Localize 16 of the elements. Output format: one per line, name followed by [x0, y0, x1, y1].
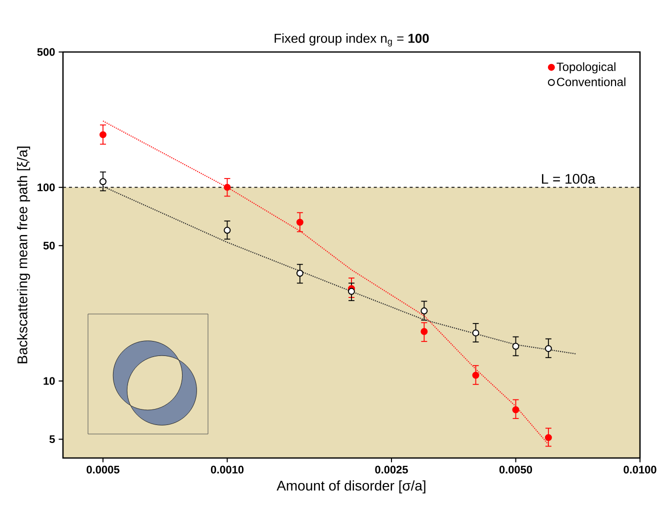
- x-tick-label: 0.0005: [86, 466, 120, 474]
- legend-label: Topological: [556, 62, 616, 74]
- ref-line-label: L = 100a: [542, 174, 596, 184]
- x-tick-label: 0.0050: [499, 466, 532, 474]
- y-tick-label: 500: [37, 48, 55, 56]
- x-tick-label: 0.0025: [375, 466, 408, 474]
- x-axis-title: Amount of disorder [σ/a]: [276, 480, 426, 494]
- y-tick-label: 100: [38, 183, 55, 192]
- chart-title: Fixed group index n$_{g}$ = 100: [274, 33, 429, 46]
- x-tick-label: 0.0010: [210, 466, 244, 474]
- y-tick-label: 5: [49, 435, 55, 444]
- y-tick-label: 10: [44, 377, 55, 385]
- x-tick-label: 0.0100: [624, 466, 656, 474]
- y-tick-label: 50: [43, 242, 55, 250]
- legend-label: Conventional: [556, 77, 626, 86]
- y-axis-title: Backscattering mean free path [ξ/a]: [17, 146, 30, 364]
